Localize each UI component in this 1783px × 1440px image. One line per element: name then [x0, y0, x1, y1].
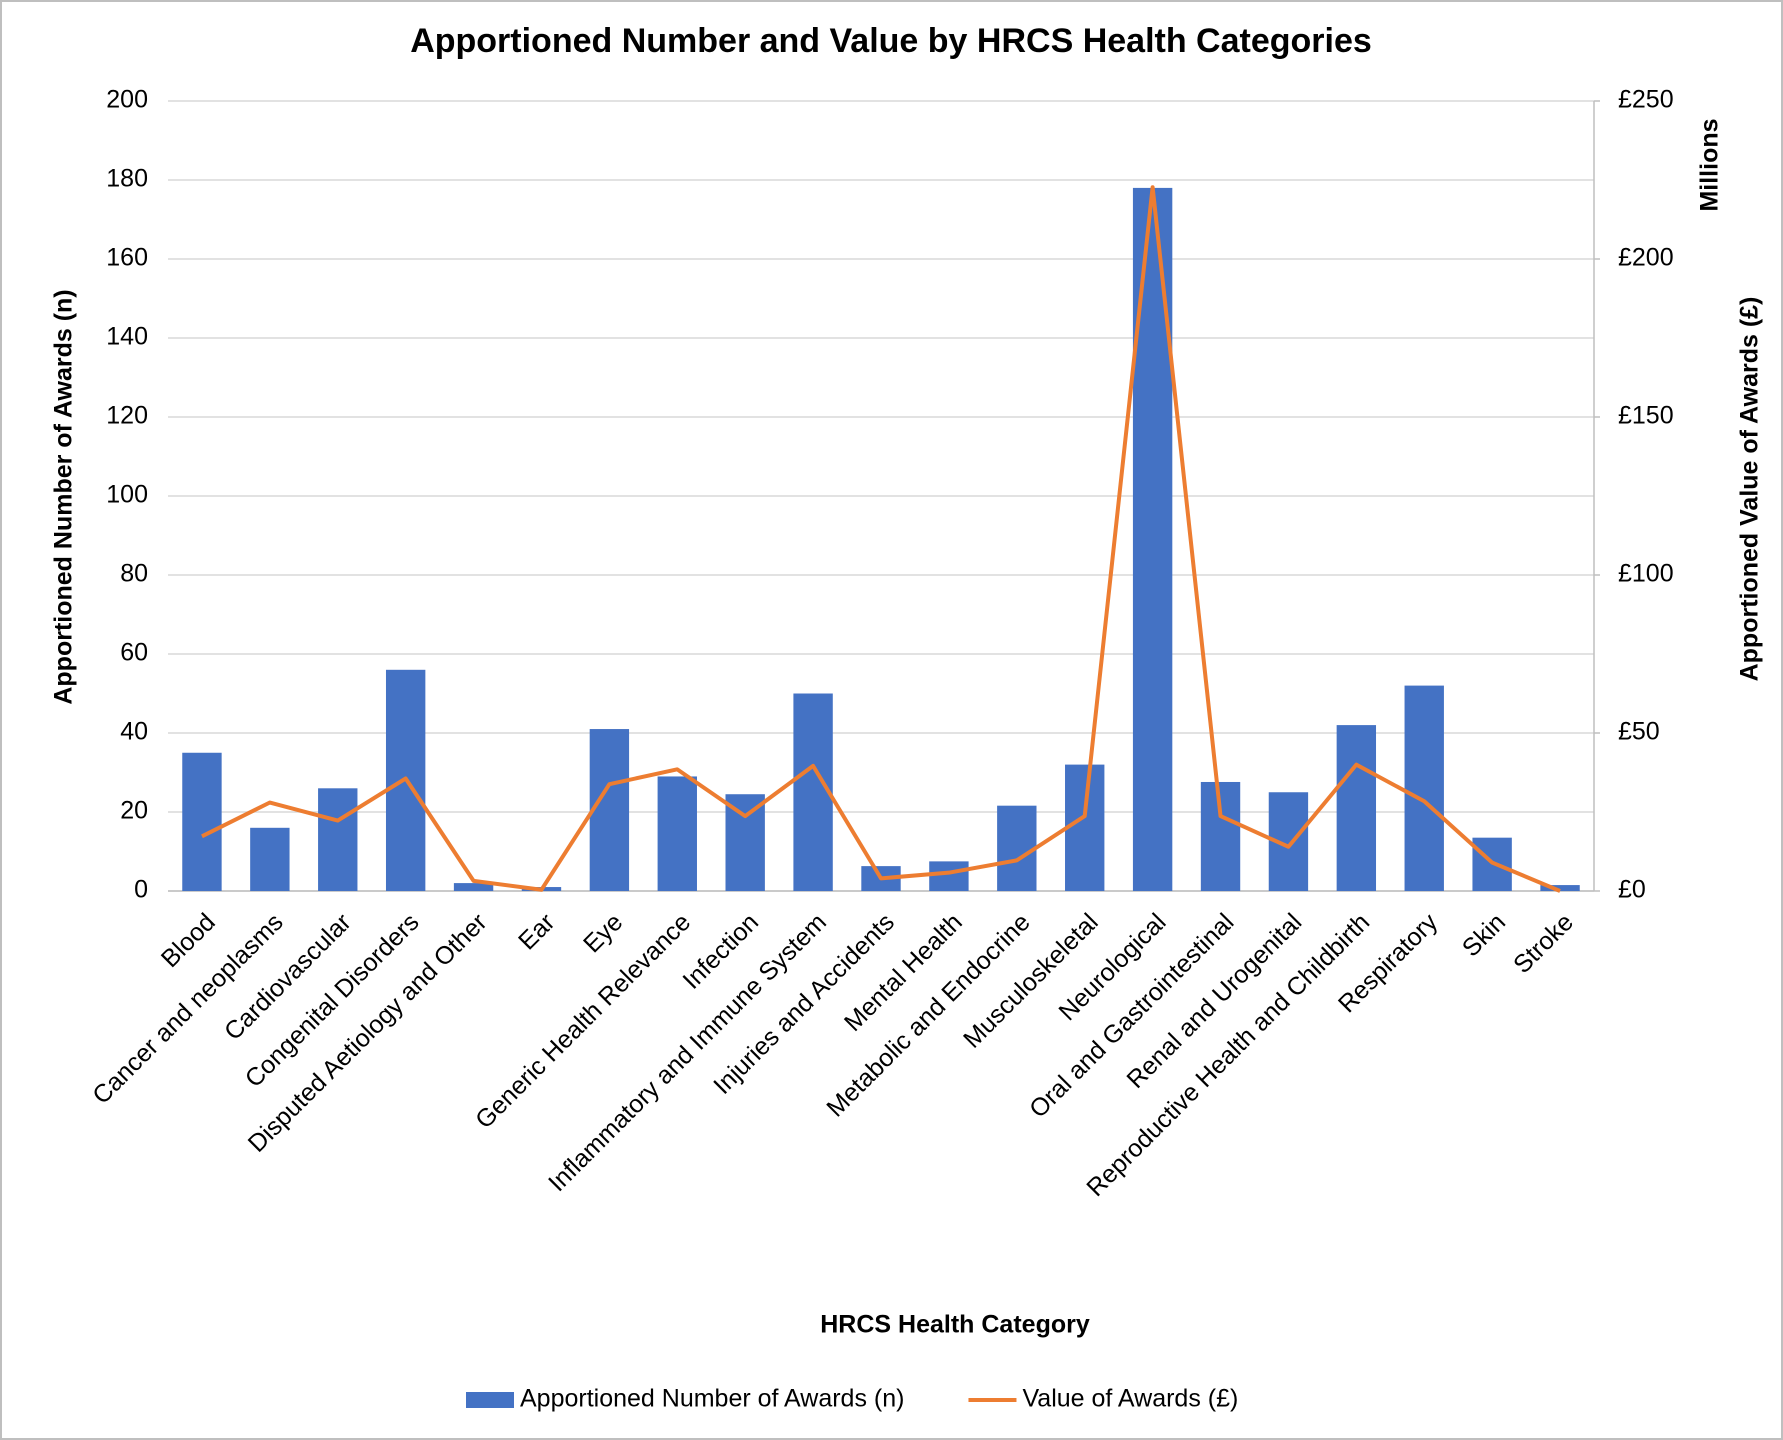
bar	[1540, 885, 1580, 891]
bar	[657, 776, 697, 891]
y-tick-label: 100	[106, 481, 148, 509]
y-axis-title: Apportioned Number of Awards (n)	[50, 289, 78, 704]
bar	[318, 788, 358, 891]
legend-label: Apportioned Number of Awards (n)	[520, 1385, 904, 1413]
y-tick-label: 80	[120, 560, 148, 588]
line	[201, 185, 1561, 893]
y2-unit: Millions	[1696, 118, 1724, 211]
y2-tick-label: £150	[1618, 402, 1674, 430]
bar	[182, 752, 222, 891]
bar	[453, 883, 494, 891]
y-tick-label: 40	[120, 718, 148, 746]
y2-axis-title: Apportioned Value of Awards (£)	[1736, 297, 1764, 682]
y2-tick-label: £250	[1618, 86, 1674, 114]
chart-title: Apportioned Number and Value by HRCS Hea…	[410, 22, 1372, 60]
y-tick-label: 160	[106, 244, 148, 272]
y-tick-label: 0	[134, 876, 148, 904]
x-axis-title: HRCS Health Category	[820, 1311, 1090, 1339]
y-tick-label: 60	[120, 639, 148, 667]
legend-swatch	[466, 1392, 514, 1408]
bar	[1404, 685, 1444, 891]
y-tick-label: 120	[106, 402, 148, 430]
bar	[1065, 764, 1105, 891]
y2-tick-label: £200	[1618, 244, 1674, 272]
bar	[929, 861, 969, 891]
y-tick-label: 200	[106, 86, 148, 114]
y2-tick-label: £100	[1618, 560, 1674, 588]
y-tick-label: 20	[120, 797, 148, 825]
legend-label: Value of Awards (£)	[1022, 1385, 1238, 1413]
bar	[997, 805, 1037, 891]
bar	[725, 794, 765, 891]
bar	[1132, 187, 1173, 891]
bar	[1336, 725, 1377, 891]
y-tick-label: 140	[106, 323, 148, 351]
y2-tick-label: £50	[1618, 718, 1660, 746]
y-tick-label: 180	[106, 165, 148, 193]
bar	[589, 729, 630, 891]
bar	[250, 827, 290, 891]
y2-tick-label: £0	[1618, 876, 1646, 904]
bar	[793, 693, 833, 891]
